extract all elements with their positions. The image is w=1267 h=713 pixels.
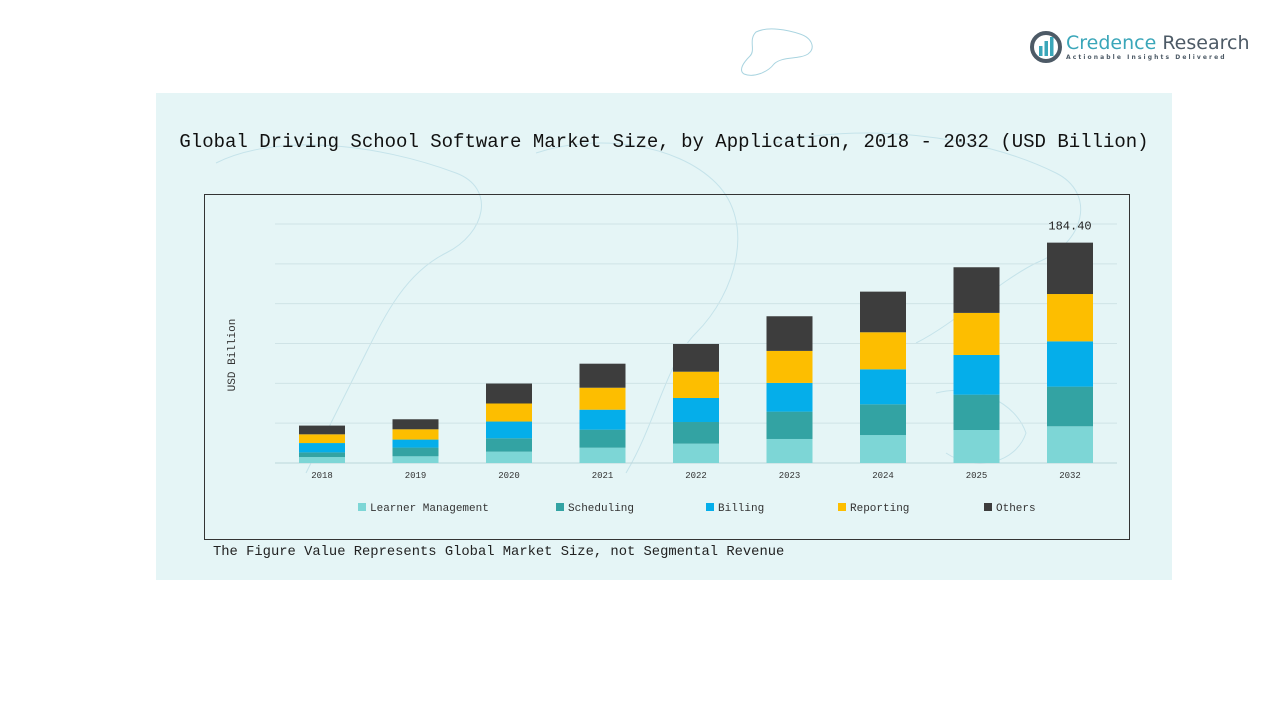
logo-chart-icon: [1030, 31, 1062, 63]
bar-reporting-2019: [392, 429, 439, 440]
bar-others-2020: [486, 383, 532, 404]
legend-swatch: [838, 503, 846, 511]
bar-others-2021: [579, 363, 626, 388]
stacked-bar-chart: USD Billion 2018 2019 2020 2021 2022 2023 2024 2…: [227, 220, 1117, 515]
bar-billing-2024: [860, 369, 906, 405]
legend-label: Billing: [718, 503, 764, 515]
bar-others-2018: [299, 425, 345, 435]
x-tick-label: 2023: [779, 471, 801, 481]
bar-scheduling-2024: [860, 404, 906, 436]
data-label-total: 184.40: [1048, 220, 1091, 234]
y-axis-label: USD Billion: [227, 319, 239, 392]
legend-swatch: [556, 503, 564, 511]
x-tick-label: 2019: [405, 471, 427, 481]
bar-learner-management-2032: [1047, 426, 1093, 463]
x-tick-label: 2022: [685, 471, 707, 481]
bar-learner-management-2021: [579, 447, 626, 463]
map-outline-decoration: [741, 28, 813, 76]
bar-others-2019: [392, 419, 439, 430]
bar-others-2032: [1047, 242, 1093, 295]
legend-label: Scheduling: [568, 503, 634, 515]
bar-reporting-2020: [486, 403, 532, 422]
brand-logo: Credence Research Actionable Insights De…: [1030, 30, 1249, 66]
bar-scheduling-2032: [1047, 386, 1093, 427]
footnote: The Figure Value Represents Global Marke…: [213, 545, 785, 560]
x-tick-label: 2025: [966, 471, 988, 481]
bar-billing-2018: [299, 443, 345, 453]
bar-learner-management-2022: [673, 443, 719, 463]
bar-reporting-2024: [860, 332, 906, 370]
legend-swatch: [706, 503, 714, 511]
bar-reporting-2021: [579, 387, 626, 410]
bar-billing-2025: [953, 354, 1000, 395]
bar-scheduling-2025: [953, 394, 1000, 431]
bar-reporting-2032: [1047, 294, 1093, 342]
bar-billing-2021: [579, 409, 626, 430]
bar-reporting-2022: [673, 371, 719, 398]
x-tick-label: 2032: [1059, 471, 1081, 481]
bar-learner-management-2020: [486, 451, 532, 463]
bar-billing-2022: [673, 397, 719, 423]
chart-panel: Global Driving School Software Market Si…: [156, 93, 1172, 580]
bar-others-2024: [860, 291, 906, 333]
x-tick-label: 2018: [311, 471, 333, 481]
x-tick-label: 2021: [592, 471, 614, 481]
brand-tagline: Actionable Insights Delivered: [1066, 54, 1227, 61]
brand-name: Credence Research: [1066, 32, 1250, 54]
bar-scheduling-2018: [299, 452, 345, 458]
legend-label: Others: [996, 503, 1036, 515]
legend-swatch: [984, 503, 992, 511]
bar-scheduling-2021: [579, 429, 626, 448]
bar-learner-management-2024: [860, 435, 906, 463]
bar-reporting-2023: [766, 350, 813, 383]
bar-scheduling-2022: [673, 422, 719, 444]
bar-learner-management-2019: [392, 456, 439, 463]
chart-title: Global Driving School Software Market Si…: [179, 131, 1149, 153]
x-tick-label: 2020: [498, 471, 520, 481]
bar-billing-2020: [486, 421, 532, 439]
chart-frame: USD Billion 2018 2019 2020 2021 2022 2023 2024 2…: [204, 194, 1130, 540]
bar-scheduling-2019: [392, 447, 439, 457]
bar-learner-management-2025: [953, 430, 1000, 463]
bar-scheduling-2023: [766, 411, 813, 439]
bar-reporting-2018: [299, 434, 345, 444]
legend-label: Learner Management: [370, 503, 489, 515]
bar-billing-2019: [392, 439, 439, 448]
x-tick-label: 2024: [872, 471, 894, 481]
bar-others-2025: [953, 267, 1000, 313]
bar-billing-2023: [766, 382, 813, 412]
bar-learner-management-2018: [299, 457, 345, 463]
bar-billing-2032: [1047, 341, 1093, 387]
bar-reporting-2025: [953, 312, 1000, 355]
bar-scheduling-2020: [486, 438, 532, 452]
bar-others-2023: [766, 316, 813, 351]
bar-learner-management-2023: [766, 438, 813, 463]
legend-label: Reporting: [850, 503, 909, 515]
legend-swatch: [358, 503, 366, 511]
bar-others-2022: [673, 343, 719, 372]
